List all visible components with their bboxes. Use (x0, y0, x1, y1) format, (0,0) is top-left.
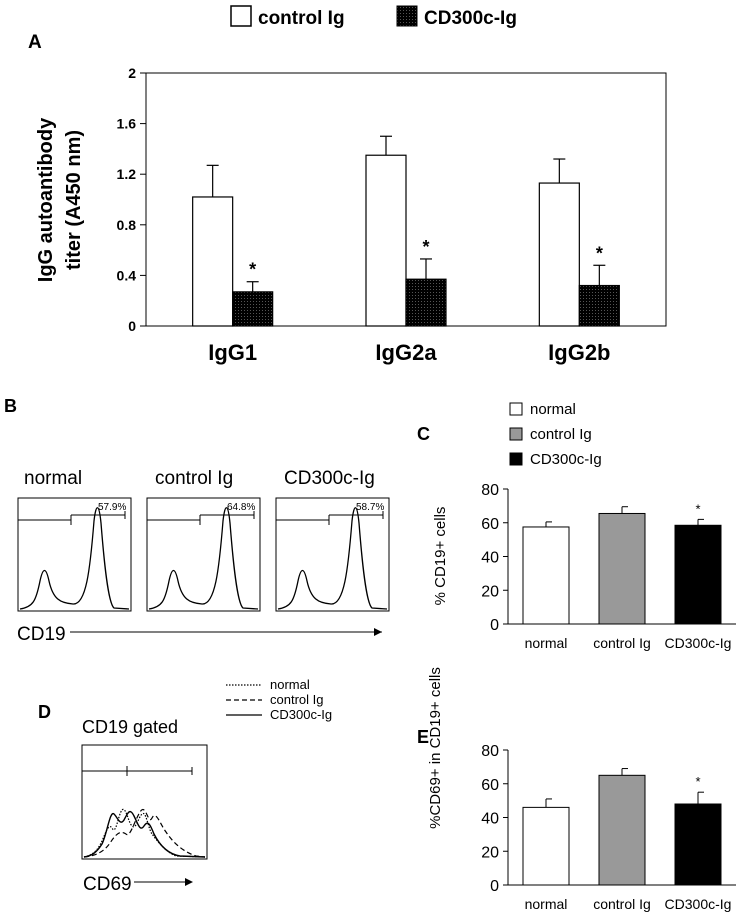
legend-cd300c-label: CD300c-Ig (424, 8, 517, 29)
panel-d-arrowhead (185, 878, 193, 886)
histogram-curve (19, 507, 130, 610)
panel-d-plot-frame (81, 744, 208, 860)
ytick-label: 0 (490, 617, 499, 634)
histogram-curve-cd300c (83, 810, 206, 858)
category-label: CD300c-Ig (665, 896, 732, 912)
bar-control-ig (598, 512, 646, 625)
histogram-curve-normal (83, 808, 206, 858)
ytick-label: 60 (481, 777, 499, 794)
category-label: normal (525, 896, 568, 912)
histogram-frame (275, 497, 390, 612)
ytick-label: 80 (481, 743, 499, 760)
panel-e-letter: E (417, 727, 429, 747)
bar-normal (522, 806, 570, 886)
legend-label: control Ig (270, 692, 323, 707)
panel-a: control Ig CD300c-Ig A IgG autoantibody … (28, 5, 667, 365)
legend-swatch (509, 427, 523, 441)
gate-percent: 64.8% (227, 502, 255, 513)
histogram-title: normal (24, 468, 82, 489)
histogram-frame (146, 497, 261, 612)
histogram-frame (17, 497, 132, 612)
panel-b-letter: B (4, 396, 17, 416)
panel-a-category-label: IgG2a (375, 340, 437, 365)
panel-a-ytick-label: 0 (128, 318, 136, 334)
ytick-label: 60 (481, 516, 499, 533)
panel-a-category-label: IgG2b (548, 340, 610, 365)
ytick-label: 40 (481, 811, 499, 828)
legend-swatch (509, 452, 523, 466)
panel-c-ylabel: % CD19+ cells (432, 507, 449, 606)
panel-a-bar-cd300c (578, 284, 620, 327)
bar-normal (522, 526, 570, 625)
ytick-label: 20 (481, 583, 499, 600)
legend-label: normal (270, 677, 310, 692)
panel-d-xlabel: CD69 (83, 874, 132, 895)
panel-a-ylabel-line1: IgG autoantibody (35, 117, 57, 282)
legend-cd300c-swatch (396, 5, 418, 27)
category-label: control Ig (593, 896, 651, 912)
category-label: normal (525, 635, 568, 651)
legend-label: CD300c-Ig (270, 707, 332, 722)
panel-a-ytick-label: 2 (128, 65, 136, 81)
histogram-title: CD300c-Ig (284, 468, 375, 489)
panel-a-category-label: IgG1 (208, 340, 257, 365)
legend-control-swatch (230, 5, 252, 27)
panel-a-ytick-label: 1.2 (117, 166, 137, 182)
legend-label: normal (530, 401, 576, 418)
panel-d-letter: D (38, 702, 51, 722)
panel-a-letter: A (28, 32, 42, 53)
panel-a-significance-star: * (596, 243, 603, 263)
category-label: CD300c-Ig (665, 635, 732, 651)
panel-a-bar-cd300c (232, 291, 274, 327)
panel-a-bar-control (192, 196, 234, 327)
panel-b-xlabel: CD19 (17, 624, 66, 645)
panel-a-ytick-label: 0.4 (117, 267, 137, 283)
legend-control-label: control Ig (258, 8, 345, 29)
gate-percent: 58.7% (356, 502, 384, 513)
panel-c: C normal control Ig CD300c-Ig % CD19+ cell… (417, 401, 736, 651)
significance-star: * (695, 774, 700, 789)
panel-a-significance-star: * (422, 237, 429, 257)
bar-control-ig (598, 774, 646, 886)
significance-star: * (695, 501, 700, 516)
histogram-curve (277, 507, 388, 610)
panel-a-ytick-label: 0.8 (117, 217, 137, 233)
ytick-label: 20 (481, 844, 499, 861)
panel-d-title: CD19 gated (82, 717, 178, 737)
panel-a-significance-star: * (249, 260, 256, 280)
ytick-label: 40 (481, 550, 499, 567)
ytick-label: 80 (481, 482, 499, 499)
panel-a-ytick-label: 1.6 (117, 116, 137, 132)
gate-percent: 57.9% (98, 502, 126, 513)
panel-a-bar-control (538, 182, 580, 327)
panel-e-ylabel: %CD69+ in CD19+ cells (427, 667, 444, 829)
bar-cd300c-ig (674, 803, 722, 886)
panel-b: B normal 57.9% control Ig 64.8% CD300c-Ig 58.… (4, 396, 390, 645)
category-label: control Ig (593, 635, 651, 651)
histogram-curve (148, 507, 259, 610)
histogram-curve-control (83, 809, 206, 858)
panel-b-arrowhead (374, 628, 382, 636)
panel-e: E %CD69+ in CD19+ cells 0 20 40 60 80 normal c… (417, 667, 736, 912)
panel-c-letter: C (417, 424, 430, 444)
ytick-label: 0 (490, 878, 499, 895)
legend-label: control Ig (530, 426, 592, 443)
panel-a-bar-cd300c (405, 278, 447, 327)
histogram-title: control Ig (155, 468, 233, 489)
panel-a-bar-control (365, 154, 407, 327)
legend-label: CD300c-Ig (530, 451, 602, 468)
panel-a-ylabel-line2: titer (A450 nm) (63, 130, 85, 270)
legend-swatch (509, 402, 523, 416)
bar-cd300c-ig (674, 524, 722, 625)
